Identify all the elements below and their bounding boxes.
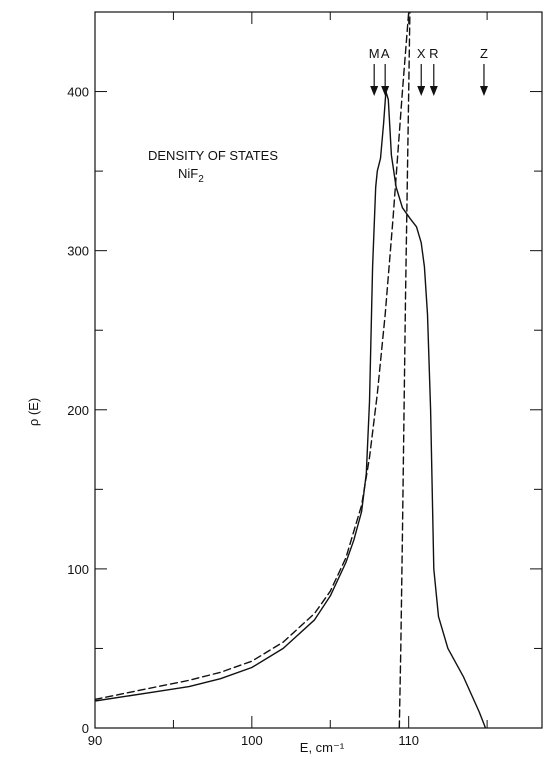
axis-ticks: [94, 12, 542, 729]
solid-curve: [95, 90, 487, 728]
series-group: [95, 12, 487, 728]
y-axis-title: ρ (E): [26, 398, 41, 426]
x-tick-label: 110: [398, 733, 419, 748]
y-tick-label: 100: [67, 562, 89, 577]
x-tick-label: 100: [241, 733, 263, 748]
symmetry-point-label-R: R: [429, 46, 438, 61]
dashed-curve-2: [398, 12, 411, 728]
x-tick-label: 90: [88, 733, 102, 748]
symmetry-point-arrowhead-Z: [479, 86, 488, 96]
y-tick-label: 400: [67, 85, 89, 100]
dashed-curve-1: [95, 12, 410, 701]
tick-labels: 0 100 200 300 400 90 100 110: [67, 85, 419, 748]
annotation-compound-subscript: 2: [198, 174, 204, 185]
y-tick-label: 200: [67, 403, 89, 418]
annotation-compound-base: NiF: [178, 166, 198, 181]
symmetry-point-label-Z: Z: [480, 46, 488, 61]
plot-border: [94, 11, 543, 729]
x-axis-title: E, cm⁻¹: [300, 740, 345, 755]
plot-frame: [94, 11, 543, 729]
y-tick-label: 300: [67, 244, 89, 259]
symmetry-point-label-M: M: [369, 46, 380, 61]
symmetry-point-arrowhead-R: [429, 86, 438, 96]
symmetry-point-arrowhead-M: [370, 86, 379, 96]
symmetry-point-arrowhead-X: [417, 86, 426, 96]
y-tick-label: 0: [82, 721, 89, 736]
symmetry-point-label-X: X: [417, 46, 426, 61]
symmetry-point-label-A: A: [381, 46, 390, 61]
annotation-compound: NiF2: [178, 166, 204, 185]
symmetry-point-arrowhead-A: [381, 86, 390, 96]
annotation-title: DENSITY OF STATES: [148, 148, 278, 163]
